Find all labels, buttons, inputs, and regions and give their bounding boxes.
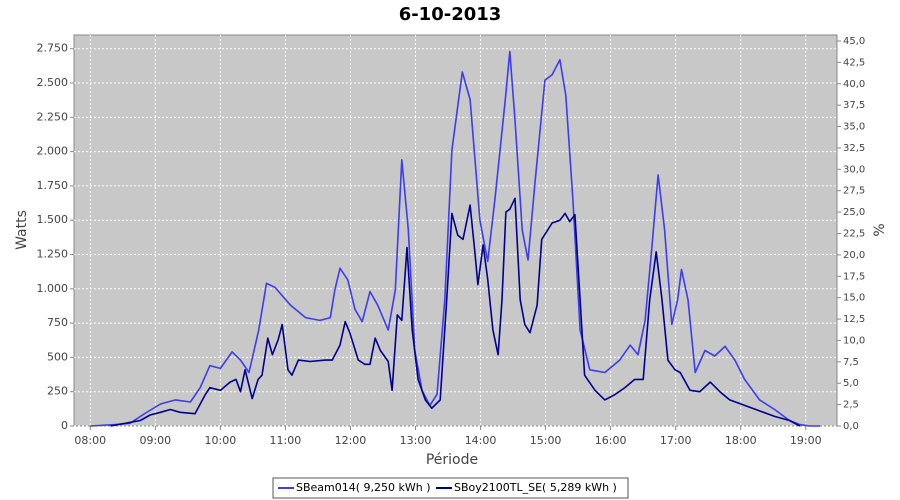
y2-tick-label: 2,5 — [843, 400, 859, 411]
y2-tick-label: 0,0 — [843, 421, 859, 432]
series-line — [90, 50, 821, 427]
y2-tick-label: 32,5 — [843, 143, 865, 154]
x-tick-label: 12:00 — [335, 434, 367, 447]
y2-tick-label: 27,5 — [843, 186, 865, 197]
y2-tick-label: 40,0 — [843, 79, 865, 90]
y-tick-label: 1.000 — [37, 282, 69, 295]
x-tick-label: 17:00 — [660, 434, 692, 447]
x-tick-label: 14:00 — [465, 434, 497, 447]
x-tick-label: 10:00 — [205, 434, 237, 447]
y-tick-label: 1.250 — [37, 248, 69, 261]
x-tick-label: 19:00 — [790, 434, 822, 447]
y2-tick-label: 17,5 — [843, 271, 865, 282]
y2-tick-label: 12,5 — [843, 314, 865, 325]
chart-title: 6-10-2013 — [399, 4, 502, 25]
x-tick-label: 18:00 — [725, 434, 757, 447]
x-tick-label: 13:00 — [400, 434, 432, 447]
y-tick-label: 750 — [47, 316, 68, 329]
x-tick-label: 11:00 — [270, 434, 302, 447]
y2-tick-label: 30,0 — [843, 164, 865, 175]
y2-tick-label: 42,5 — [843, 57, 865, 68]
plot-area — [73, 34, 838, 427]
y2-tick-label: 37,5 — [843, 100, 865, 111]
y2-tick-label: 20,0 — [843, 250, 865, 261]
y2-tick-label: 22,5 — [843, 228, 865, 239]
y-tick-label: 1.500 — [37, 213, 69, 226]
y-tick-label: 0 — [61, 419, 68, 432]
y-tick-label: 2.250 — [37, 110, 69, 123]
y2-tick-label: 5,0 — [843, 378, 859, 389]
series-line — [110, 197, 801, 427]
x-axis-label: Période — [426, 452, 478, 468]
y-tick-label: 2.500 — [37, 76, 69, 89]
y-tick-label: 500 — [47, 350, 68, 363]
y2-tick-label: 45,0 — [843, 36, 865, 47]
x-tick-label: 16:00 — [595, 434, 627, 447]
y-tick-label: 2.750 — [37, 42, 69, 55]
y-axis-label: Watts — [14, 210, 30, 250]
x-tick-label: 09:00 — [139, 434, 171, 447]
y-tick-label: 1.750 — [37, 179, 69, 192]
y2-axis-label: % — [872, 223, 888, 236]
y-tick-label: 2.000 — [37, 145, 69, 158]
y2-tick-label: 35,0 — [843, 122, 865, 133]
x-tick-label: 15:00 — [530, 434, 562, 447]
y2-tick-label: 25,0 — [843, 207, 865, 218]
y2-tick-label: 7,5 — [843, 357, 859, 368]
legend-label: SBoy2100TL_SE( 5,289 kWh ) — [454, 481, 617, 494]
legend-label: SBeam014( 9,250 kWh ) — [296, 481, 431, 494]
y2-tick-label: 15,0 — [843, 293, 865, 304]
y-tick-label: 250 — [47, 385, 68, 398]
y2-tick-label: 10,0 — [843, 335, 865, 346]
x-tick-label: 08:00 — [74, 434, 106, 447]
